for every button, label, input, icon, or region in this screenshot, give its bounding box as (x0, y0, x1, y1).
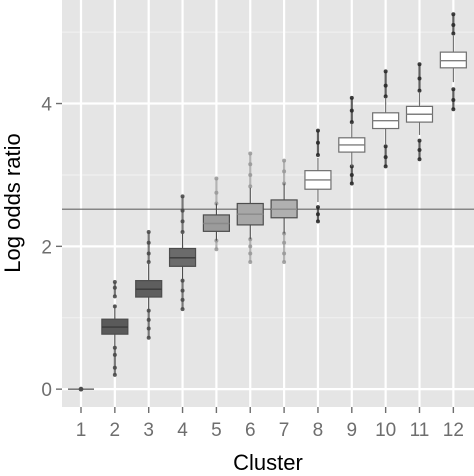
x-tick-label: 7 (279, 420, 290, 441)
boxes (68, 12, 467, 392)
x-tick-label: 5 (211, 420, 222, 441)
x-tick-label: 1 (76, 420, 87, 441)
box-cluster-5 (202, 176, 230, 252)
box-cluster-3 (135, 230, 163, 340)
box-cluster-8 (304, 128, 332, 224)
x-axis-title: Cluster (233, 450, 303, 475)
x-tick-label: 10 (375, 420, 396, 441)
x-tick-label: 3 (143, 420, 154, 441)
x-tick-label: 6 (245, 420, 256, 441)
outlier-point (78, 386, 84, 392)
x-tick-label: 11 (410, 420, 430, 441)
x-tick-label: 4 (177, 420, 188, 441)
x-tick-label: 9 (347, 420, 358, 441)
box-cluster-11 (405, 62, 434, 162)
panel-background (62, 0, 474, 407)
box-cluster-9 (338, 95, 366, 186)
y-axis-ticks: 0 2 4 (41, 95, 62, 401)
box-iqr (439, 51, 467, 69)
x-tick-label: 2 (110, 420, 121, 441)
box-cluster-10 (372, 69, 400, 169)
y-tick-label: 2 (41, 237, 52, 258)
x-tick-label: 8 (313, 420, 324, 441)
y-axis-title: Log odds ratio (0, 133, 25, 272)
box-cluster-7 (270, 158, 298, 265)
box-cluster-12 (439, 12, 467, 112)
box-cluster-1 (68, 386, 94, 392)
box-cluster-2 (101, 280, 129, 377)
minor-gridlines (62, 31, 474, 319)
y-tick-label: 0 (41, 380, 52, 401)
box-cluster-4 (168, 194, 197, 312)
box-cluster-6 (236, 151, 264, 265)
x-axis-ticks: 1 2 3 4 5 6 7 8 9 10 11 12 (76, 407, 464, 441)
y-tick-label: 4 (41, 95, 52, 116)
x-tick-label: 12 (443, 420, 464, 441)
